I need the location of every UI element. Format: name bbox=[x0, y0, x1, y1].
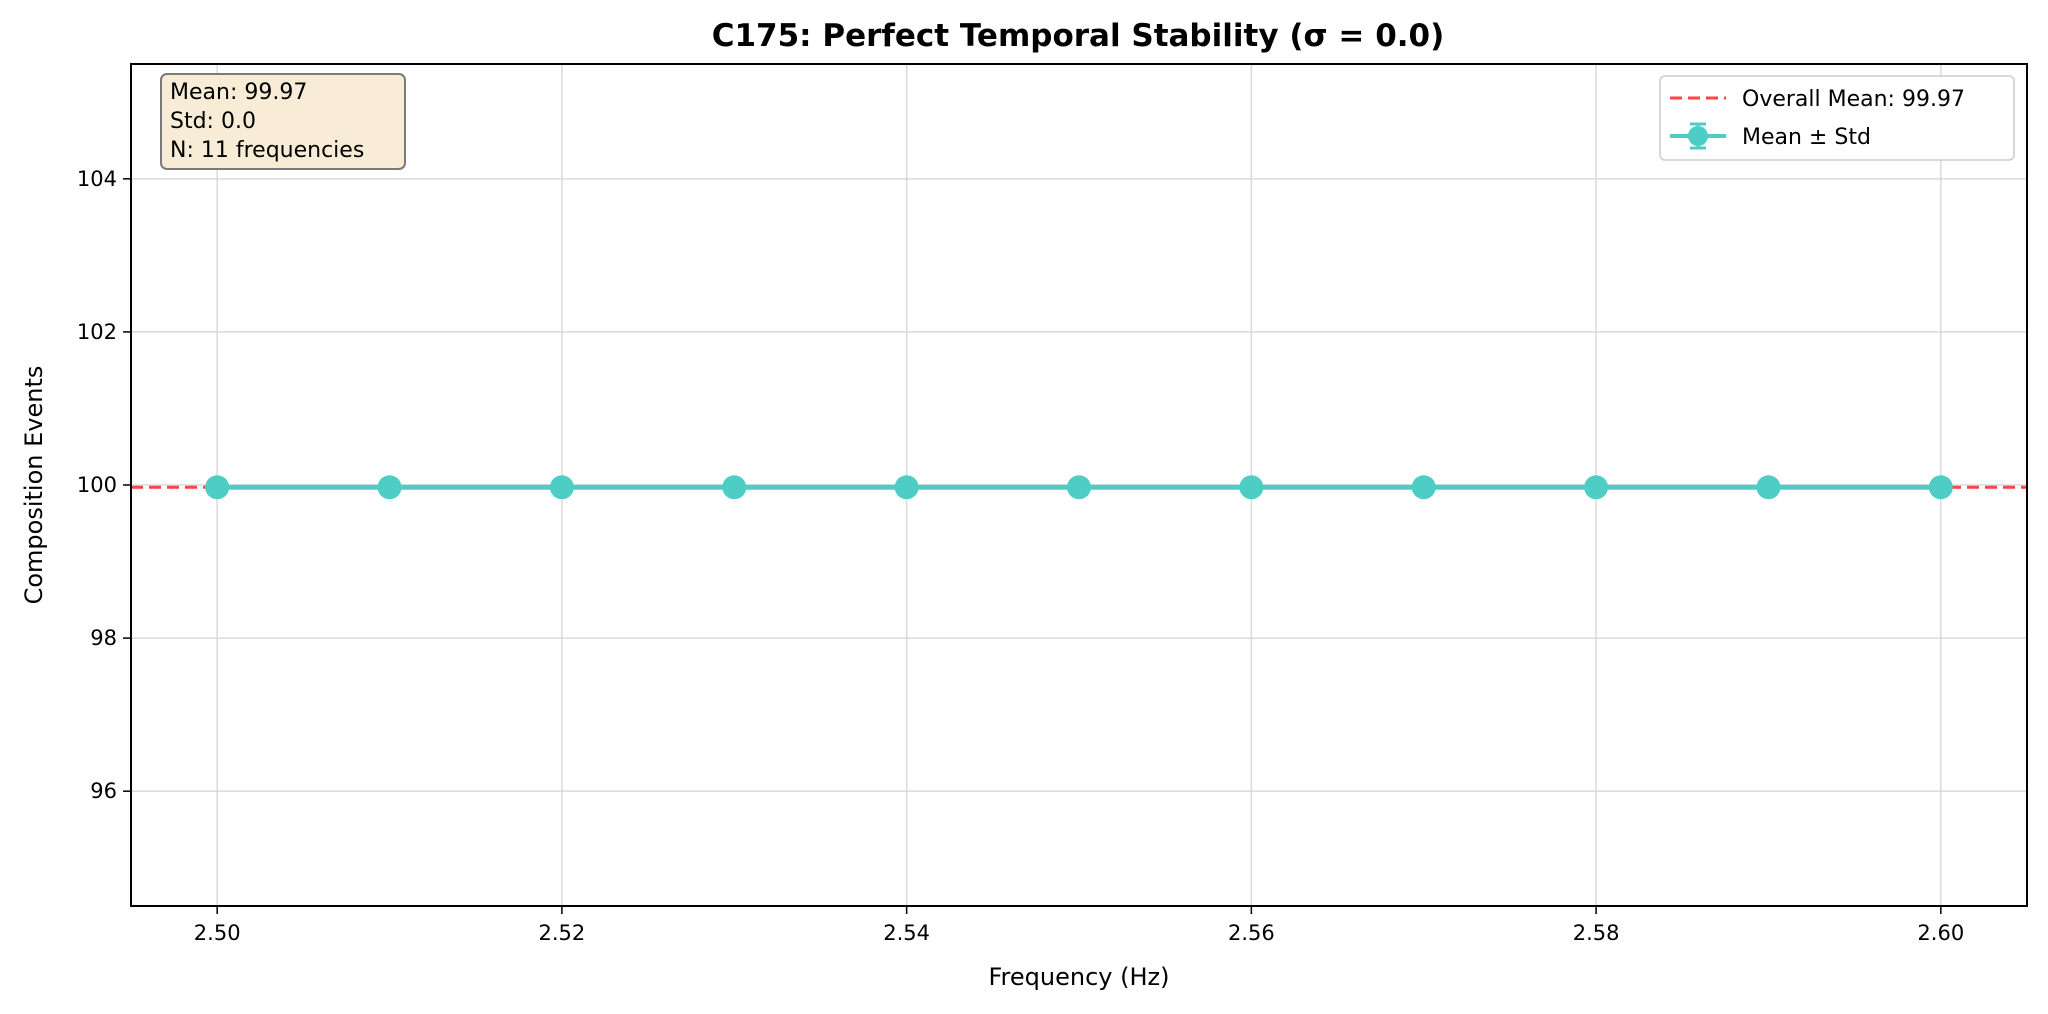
x-tick-label: 2.52 bbox=[539, 921, 586, 945]
legend-swatch-series-marker bbox=[1688, 126, 1708, 146]
y-tick-label: 102 bbox=[77, 320, 117, 344]
series-group bbox=[205, 475, 1953, 500]
x-tick-label: 2.58 bbox=[1573, 921, 1620, 945]
y-tick-label: 98 bbox=[90, 626, 117, 650]
data-point bbox=[1411, 475, 1436, 500]
stats-std: Std: 0.0 bbox=[170, 109, 256, 134]
chart-title: C175: Perfect Temporal Stability (σ = 0.… bbox=[712, 18, 1445, 54]
stats-box: Mean: 99.97 Std: 0.0 N: 11 frequencies bbox=[160, 73, 406, 170]
x-tick-label: 2.50 bbox=[194, 921, 241, 945]
data-point bbox=[1584, 475, 1609, 500]
legend-label-series: Mean ± Std bbox=[1742, 125, 1871, 150]
data-point bbox=[1756, 475, 1781, 500]
x-tick-label: 2.56 bbox=[1228, 921, 1275, 945]
y-axis: 96 98 100 102 104 bbox=[77, 167, 131, 803]
data-point bbox=[1239, 475, 1264, 500]
stats-mean: Mean: 99.97 bbox=[170, 80, 307, 105]
data-point bbox=[1928, 475, 1953, 500]
data-point bbox=[549, 475, 574, 500]
data-point bbox=[894, 475, 919, 500]
x-axis-label: Frequency (Hz) bbox=[989, 963, 1170, 991]
x-tick-label: 2.54 bbox=[883, 921, 930, 945]
stats-n: N: 11 frequencies bbox=[170, 138, 364, 163]
data-point bbox=[205, 475, 230, 500]
data-point bbox=[722, 475, 747, 500]
legend-label-reference: Overall Mean: 99.97 bbox=[1742, 87, 1965, 112]
y-axis-label: Composition Events bbox=[20, 366, 48, 605]
legend-frame bbox=[1659, 75, 2015, 161]
legend: Overall Mean: 99.97 Mean ± Std bbox=[1659, 75, 2015, 161]
y-tick-label: 96 bbox=[90, 779, 117, 803]
data-point bbox=[377, 475, 402, 500]
y-tick-label: 104 bbox=[77, 167, 117, 191]
x-axis: 2.50 2.52 2.54 2.56 2.58 2.60 bbox=[194, 906, 1964, 945]
stats-box-background bbox=[160, 73, 406, 170]
data-point bbox=[1067, 475, 1091, 500]
x-tick-label: 2.60 bbox=[1917, 921, 1964, 945]
y-tick-label: 100 bbox=[77, 473, 117, 497]
